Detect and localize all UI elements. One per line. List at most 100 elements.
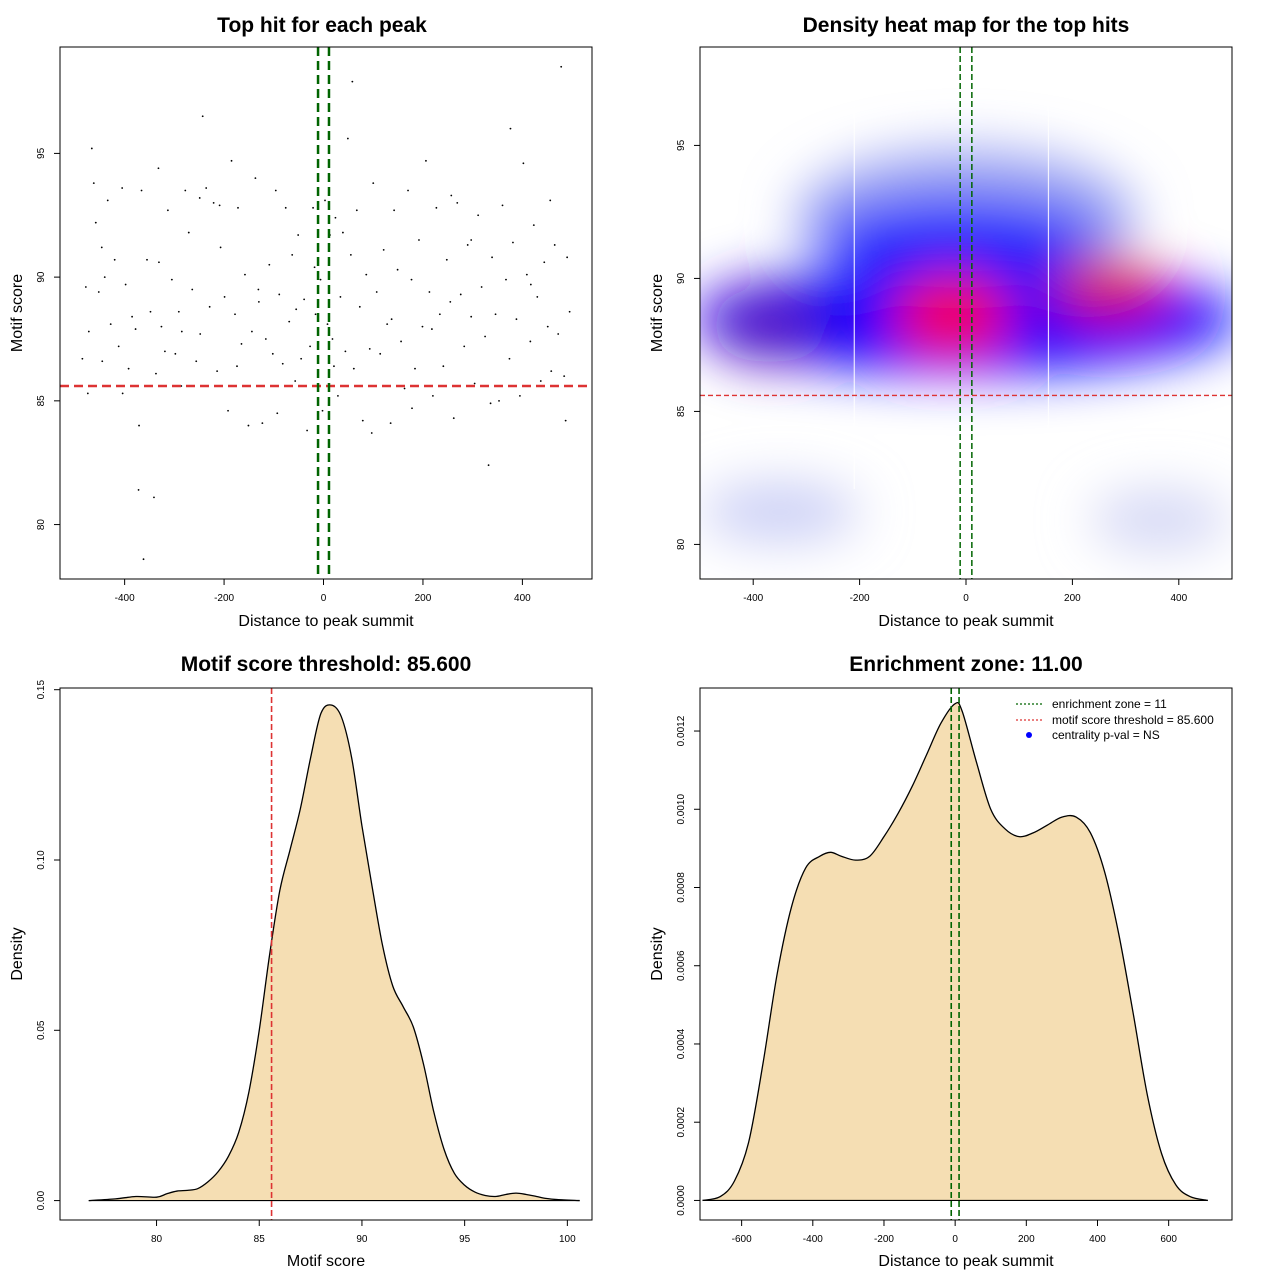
scatter-point [230,159,233,162]
scatter-point [218,204,221,207]
scatter-point [564,419,567,422]
scatter-point [442,365,445,368]
scatter-point [386,323,389,326]
scatter-point [501,204,504,207]
heatmap-xtick-label: -400 [743,593,763,604]
scatter-xtick-label: -400 [115,593,135,604]
scatter-point [549,199,552,202]
scatter-point [375,291,378,293]
scatter-point [480,286,483,288]
scatter-point [407,189,409,192]
scatter-point [331,338,334,340]
scatter-point [291,253,294,256]
scatter-point [324,199,326,202]
scatter-point [244,273,246,276]
scatter-point [529,283,532,286]
scatter-point [382,249,385,251]
scatter-point [134,328,137,330]
scatter-xtick-label: -200 [214,593,234,604]
scatter-point [191,288,194,291]
scatter-point [342,231,344,234]
scatter-point [149,310,152,313]
scatter-reference-lines [60,47,592,579]
scatter-point [276,412,279,415]
scatter-point [216,370,219,373]
distance-density-xtick-label: -200 [874,1234,894,1245]
distance-density-ylabel: Density [649,927,666,980]
heatmap-blob-left [710,287,830,363]
scatter-point [337,394,339,397]
score-density-xtick-label: 85 [254,1234,266,1245]
scatter-point [393,209,396,212]
scatter-point [208,305,211,308]
scatter-point [109,323,112,326]
scatter-point [557,333,560,335]
heatmap-ytick-label: 80 [676,538,687,550]
scatter-point [295,308,298,311]
scatter-point [411,407,413,410]
scatter-point [306,429,309,432]
scatter-point [425,159,427,162]
scatter-point [297,234,300,236]
scatter-point [127,367,130,370]
panel-score-density: Motif score threshold: 85.600 80 85 90 95 10… [9,653,593,1270]
panel-distance-density: Enrichment zone: 11.00 -600 -400 -200 0 200 4… [649,653,1233,1270]
scatter-ytick-label: 95 [36,147,47,159]
distance-density-title: Enrichment zone: 11.00 [849,653,1082,676]
distance-density-ytick-label: 0.0000 [676,1185,687,1216]
scatter-point [261,422,264,425]
scatter-point [87,330,90,333]
score-density-xtick-label: 90 [356,1234,368,1245]
scatter-point [546,325,549,328]
scatter-point [339,296,342,298]
score-density-ytick-label: 0.05 [36,1020,47,1040]
score-density-title: Motif score threshold: 85.600 [181,653,472,676]
scatter-point [522,162,525,165]
scatter-point [372,182,375,184]
scatter-point [271,352,274,355]
scatter-point [313,266,316,269]
score-density-ytick-label: 0.15 [36,680,47,700]
scatter-point [560,65,563,68]
scatter-point [146,258,148,261]
scatter-point [466,244,469,246]
scatter-point [431,328,433,330]
scatter-point [205,187,208,189]
scatter-point [314,313,317,316]
legend-enrichment-label: enrichment zone = 11 [1052,697,1167,711]
scatter-point [484,335,487,338]
scatter-point [90,147,93,150]
scatter-point [498,399,500,402]
scatter-point [536,296,539,298]
scatter-point [477,214,480,217]
heatmap-xtick-label: -200 [850,593,870,604]
scatter-point [140,189,143,192]
scatter-point [449,300,452,303]
scatter-point [355,209,358,212]
scatter-point [456,201,459,204]
scatter-ytick-label: 90 [36,271,47,283]
scatter-point [494,313,497,316]
heatmap-ytick-label: 90 [676,272,687,284]
scatter-point [459,293,462,296]
scatter-point [180,330,183,333]
score-density-plot-box [59,687,593,1221]
scatter-point [138,424,140,427]
scatter-point [219,246,222,249]
scatter-point [199,333,202,335]
scatter-point [532,224,535,227]
score-density-curve [88,704,580,1202]
scatter-point [166,209,169,212]
scatter-point [268,263,271,266]
scatter-ytick-label: 85 [36,395,47,407]
distance-density-xtick-label: 400 [1089,1234,1106,1245]
scatter-point [418,239,420,241]
distance-density-ytick-label: 0.0012 [676,715,687,746]
scatter-point [212,201,215,204]
scatter-point [334,216,337,219]
scatter-point [201,115,204,118]
scatter-point [379,352,382,355]
distance-density-xtick-label: -400 [803,1234,823,1245]
scatter-point [361,419,364,422]
